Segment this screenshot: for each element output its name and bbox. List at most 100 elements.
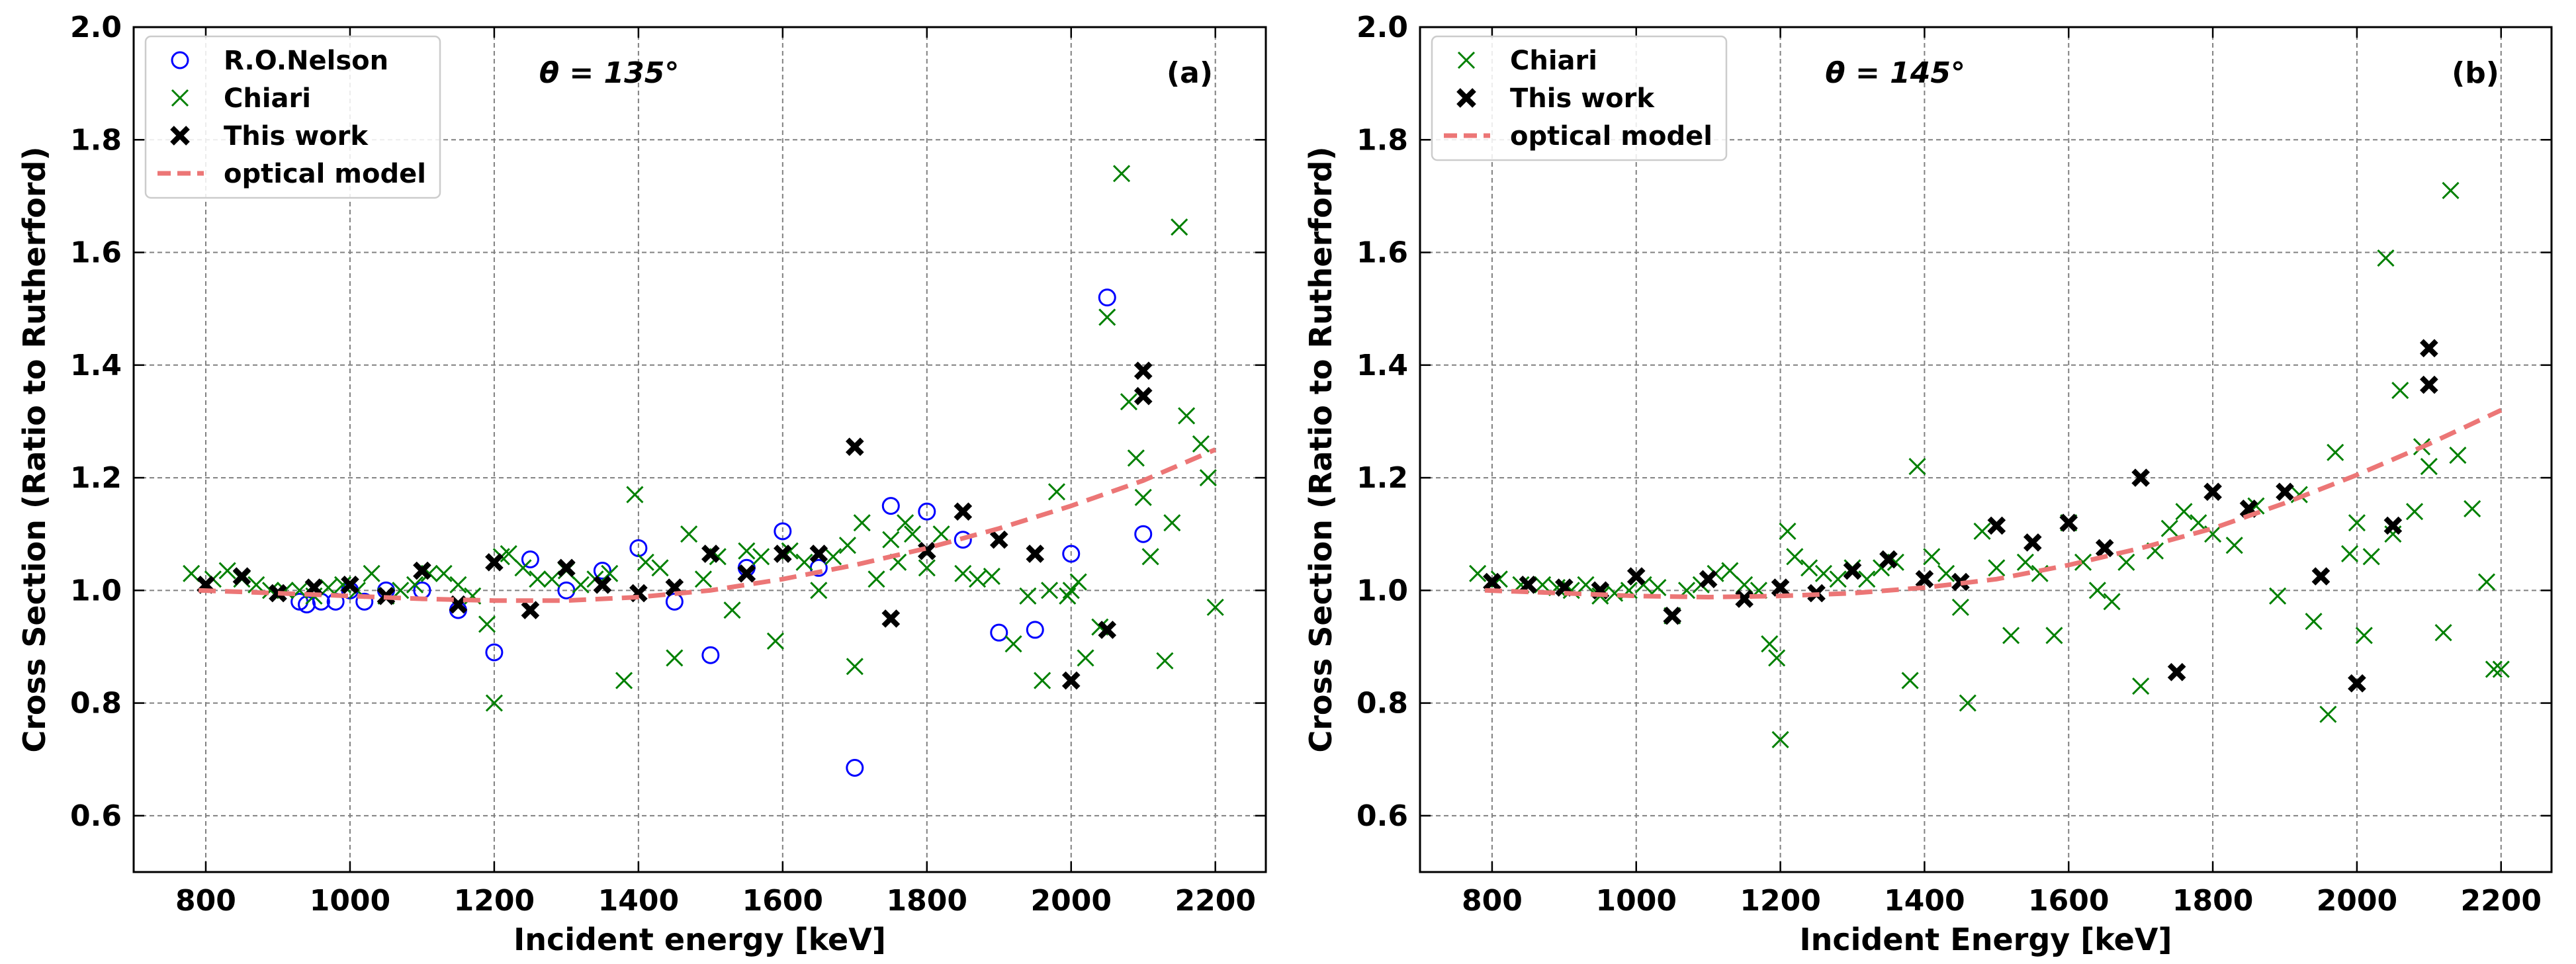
data-point: [1199, 469, 1217, 487]
data-point: [2355, 627, 2373, 644]
data-point: [737, 564, 756, 583]
data-point: [320, 579, 337, 597]
data-point: [1923, 548, 1941, 566]
data-point: [1800, 559, 1818, 577]
data-point: [774, 522, 792, 541]
x-axis-label: Incident energy [keV]: [513, 922, 886, 957]
data-point: [2045, 627, 2063, 644]
y-tick-label: 1.0: [70, 574, 122, 607]
data-point: [918, 502, 936, 521]
data-point: [2269, 587, 2287, 605]
data-point: [1577, 576, 1595, 593]
x-tick-label: 1000: [310, 884, 390, 918]
data-point: [1786, 548, 1804, 566]
data-point: [882, 531, 900, 548]
panel-a: 800 1000 1200 1400 1600 1800 2000 2200 0.6 0.8 1.0…: [17, 11, 1267, 957]
data-point: [954, 531, 972, 549]
data-point: [514, 559, 532, 577]
x-tick-label: 1600: [742, 884, 823, 918]
data-point: [701, 646, 720, 664]
x-tick-label: 1000: [1596, 884, 1677, 918]
data-point: [2348, 674, 2366, 693]
data-point: [1141, 548, 1159, 566]
data-point: [1915, 570, 1934, 589]
data-point: [2131, 468, 2150, 487]
data-point: [989, 530, 1008, 549]
data-point: [2190, 514, 2207, 532]
data-point: [557, 558, 576, 578]
legend-x-marker: [1457, 51, 1476, 69]
data-point: [1761, 635, 1779, 653]
y-tick-label: 1.4: [70, 349, 122, 382]
data-point: [1606, 584, 1624, 602]
data-point: [413, 561, 431, 580]
data-point: [853, 514, 871, 532]
y-axis-label: Cross Section (Ratio to Rutherford): [1303, 146, 1339, 752]
data-point: [1901, 672, 1919, 689]
data-point: [1047, 483, 1066, 501]
angle-label: θ = 145°: [1825, 56, 1965, 90]
y-tick-label: 1.0: [1356, 574, 1408, 607]
data-point: [2449, 446, 2467, 464]
data-point: [593, 562, 611, 580]
data-point: [809, 545, 828, 563]
data-point: [2340, 545, 2359, 563]
y-tick-label: 1.8: [70, 123, 122, 157]
data-point: [846, 658, 864, 676]
data-point: [2420, 375, 2438, 394]
data-point: [897, 514, 914, 532]
data-point: [2464, 500, 2481, 517]
x-tick-label: 1200: [454, 884, 535, 918]
data-point: [824, 548, 842, 566]
data-point: [954, 564, 972, 582]
data-point: [2095, 539, 2114, 558]
data-point: [1771, 578, 1790, 597]
x-tick-label: 2000: [2317, 884, 2397, 918]
legend-label: optical model: [1510, 121, 1712, 152]
data-point: [665, 592, 684, 611]
legend-box: [144, 35, 441, 199]
data-point: [355, 592, 374, 611]
data-point: [694, 570, 713, 588]
data-point: [903, 525, 922, 543]
data-point: [2434, 624, 2452, 642]
data-point: [1069, 573, 1087, 591]
data-point: [601, 564, 619, 582]
data-point: [2276, 482, 2294, 502]
data-point: [969, 570, 987, 588]
x-tick-label: 2200: [2461, 884, 2542, 918]
data-point: [593, 575, 612, 594]
data-point: [2160, 519, 2178, 537]
data-point: [2405, 503, 2424, 521]
x-tick-label: 1200: [1740, 884, 1820, 918]
data-point: [2059, 513, 2078, 533]
data-point: [1077, 649, 1094, 667]
data-point: [983, 567, 1000, 586]
data-point: [1098, 621, 1117, 639]
optical-model-line: [198, 447, 1217, 603]
x-tick-label: 800: [175, 884, 236, 918]
x-tick-label: 1400: [1884, 884, 1965, 918]
x-tick-label: 1400: [598, 884, 679, 918]
data-point: [680, 525, 698, 543]
data-point: [1768, 649, 1786, 667]
data-point: [1951, 598, 1969, 616]
data-point: [449, 576, 467, 593]
data-point: [1171, 218, 1188, 236]
optical-model-line: [1484, 408, 2503, 600]
data-point: [572, 576, 590, 593]
data-point: [810, 582, 828, 599]
data-point: [1133, 361, 1153, 380]
data-point: [269, 584, 287, 603]
data-point: [1061, 671, 1081, 690]
data-point: [2023, 533, 2042, 552]
legend-x-marker: [170, 126, 190, 146]
data-point: [2327, 443, 2344, 461]
data-point: [543, 570, 561, 588]
data-point: [1973, 522, 1991, 541]
legend-label: R.O.Nelson: [224, 46, 388, 76]
x-tick-label: 2000: [1031, 884, 1112, 918]
data-point: [2492, 660, 2510, 678]
data-point: [2103, 593, 2121, 611]
